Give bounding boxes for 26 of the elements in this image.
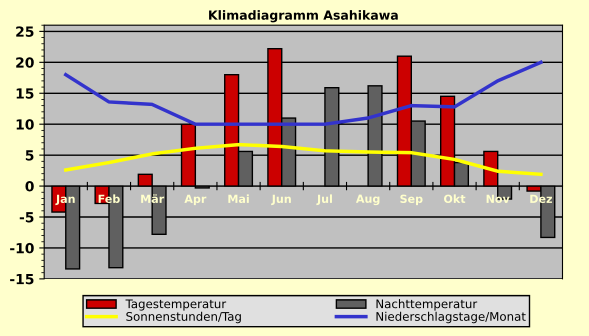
line-series bbox=[64, 60, 543, 126]
x-tick-label: Okt bbox=[444, 194, 466, 204]
y-tick-label: 5 bbox=[26, 150, 34, 161]
x-tick-label: Sep bbox=[400, 194, 423, 206]
y-tick-label: -15 bbox=[10, 274, 34, 284]
x-tick-label: Nov bbox=[486, 194, 510, 204]
y-tick-label: 20 bbox=[16, 57, 34, 68]
x-tick-label: Apr bbox=[184, 194, 206, 206]
legend-label: Niederschlagstage/Monat bbox=[376, 312, 526, 324]
y-tick-label: 0 bbox=[25, 181, 34, 192]
x-tick-label: Aug bbox=[356, 194, 380, 206]
y-tick-label: 10 bbox=[16, 119, 34, 130]
x-tick-label: Mai bbox=[228, 194, 249, 204]
x-tick-label: Jul bbox=[316, 194, 332, 206]
legend-label: Tagestemperatur bbox=[126, 300, 226, 311]
chart-title: Klimadiagramm Asahikawa bbox=[209, 10, 398, 22]
legend-label: Nachttemperatur bbox=[376, 299, 478, 311]
y-tick-label: -5 bbox=[20, 212, 34, 222]
legend-label: Sonnenstunden/Tag bbox=[126, 312, 241, 324]
y-tick-label: -10 bbox=[10, 242, 34, 254]
y-tick-label: 15 bbox=[16, 88, 34, 99]
line-series bbox=[64, 142, 543, 176]
x-tick-label: Jun bbox=[271, 194, 291, 206]
x-tick-label: Feb bbox=[98, 194, 120, 204]
y-tick-label: 25 bbox=[16, 26, 34, 37]
x-tick-label: Dez bbox=[530, 194, 552, 204]
